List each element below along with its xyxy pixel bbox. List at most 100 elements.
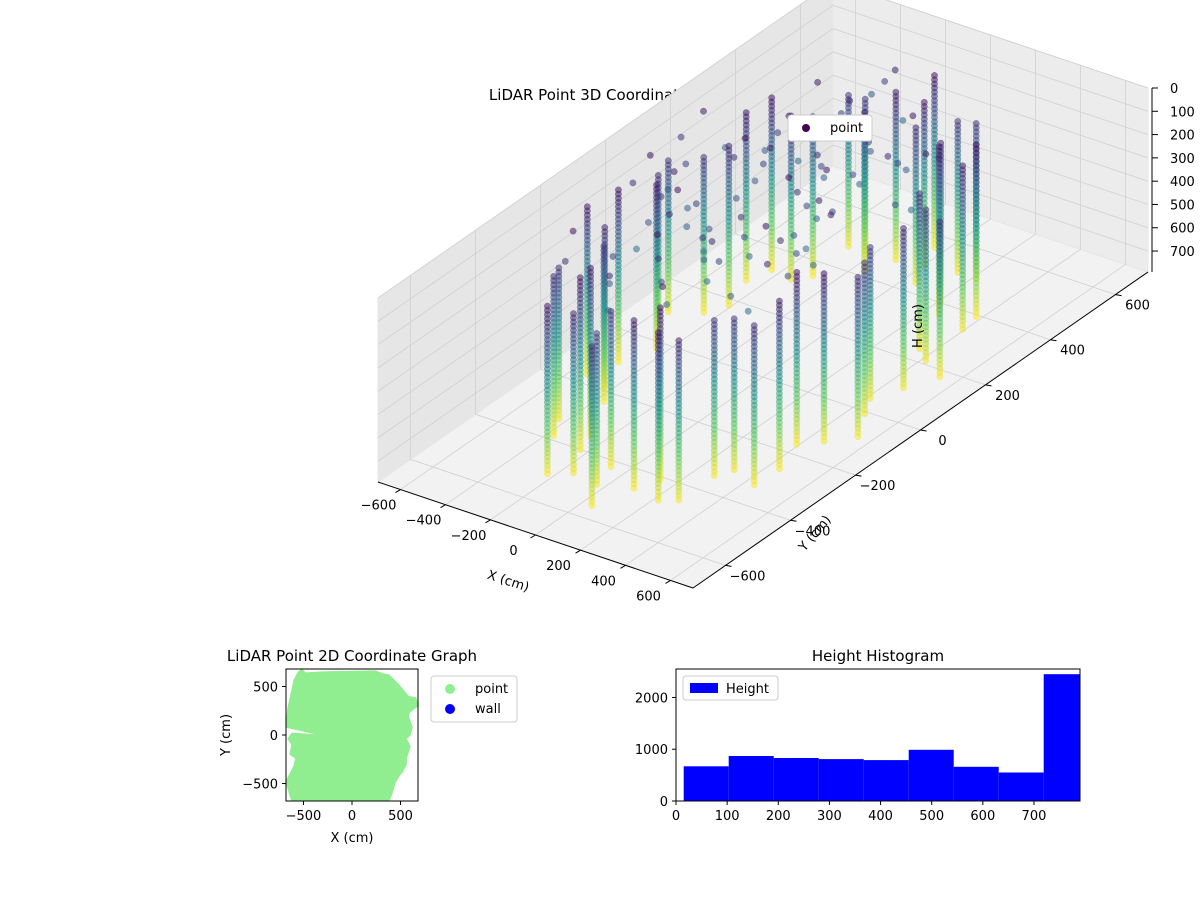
data-point (700, 248, 708, 256)
data-point (794, 157, 802, 165)
data-point (700, 256, 708, 264)
x-tick-label: −600 (361, 499, 397, 514)
data-point (741, 134, 749, 142)
data-point (699, 234, 707, 242)
data-point (972, 141, 980, 149)
x-tick-label: 200 (766, 809, 791, 824)
data-point (670, 168, 678, 176)
y-tick-label: 2000 (635, 691, 668, 706)
data-point (931, 72, 938, 79)
y-tick (790, 519, 797, 522)
chart-2d-title: LiDAR Point 2D Coordinate Graph (227, 647, 477, 665)
data-point (664, 157, 672, 165)
histogram-legend-swatch (690, 683, 718, 693)
data-point (683, 223, 691, 231)
x-tick-label: 300 (817, 809, 842, 824)
histogram-legend: Height (682, 675, 779, 701)
data-point (814, 78, 822, 86)
grid-line-y (735, 49, 1051, 341)
data-point (730, 315, 738, 323)
data-point (654, 171, 662, 179)
data-point (593, 329, 601, 337)
data-point (881, 77, 889, 85)
data-point (742, 109, 750, 117)
data-point (846, 97, 854, 105)
data-point (785, 174, 793, 181)
data-point (708, 238, 716, 245)
data-point (609, 253, 617, 260)
y-tick (1115, 294, 1122, 297)
z-tick-label: 700 (1170, 245, 1195, 260)
z-tick-label: 0 (1170, 82, 1178, 97)
data-point (802, 245, 810, 253)
data-point (909, 112, 917, 120)
grid-line-z (377, 98, 1149, 415)
chart-3d-axes: −600 −400 −200 0 200 400 600 −600 −400 −200 0 200 40… (361, 82, 1195, 604)
data-point (935, 143, 943, 151)
data-point (732, 194, 740, 202)
data-point (763, 260, 771, 268)
grid-line-z (377, 144, 1149, 462)
histogram-bar (908, 749, 954, 801)
data-point (750, 322, 758, 330)
data-point (954, 117, 962, 125)
data-point (936, 218, 944, 226)
data-point (922, 150, 930, 158)
y-tick-label: −400 (795, 524, 831, 539)
histogram-bar (773, 758, 819, 801)
z-tick-label: 100 (1170, 105, 1195, 120)
y-tick-label: −600 (730, 569, 766, 584)
data-point (725, 142, 733, 150)
data-point (907, 206, 915, 214)
y-tick-label: 0 (938, 434, 946, 449)
data-point (656, 304, 664, 312)
grid-line-y (540, 185, 856, 476)
x-tick (530, 534, 536, 539)
data-point (606, 280, 613, 288)
x-tick (395, 489, 401, 494)
y-tick-label: 0 (270, 729, 278, 744)
x-tick-label: 600 (970, 809, 995, 824)
x-tick (485, 519, 491, 524)
chart-2d-xlabel: X (cm) (331, 831, 374, 846)
grid-line-y (475, 230, 791, 521)
x-tick-label: 200 (546, 559, 571, 574)
data-point (972, 120, 980, 127)
data-point (601, 224, 609, 231)
grid-line-x (535, 35, 991, 536)
x-tick-label: 0 (509, 544, 517, 559)
data-point (682, 160, 690, 168)
data-point (744, 307, 752, 315)
data-point (710, 316, 718, 324)
y-tick-label: 0 (660, 795, 668, 810)
data-point (820, 270, 828, 278)
chart-3d-xlabel: X (cm) (485, 568, 531, 596)
chart-2d-legend-label-point: point (475, 682, 508, 697)
chart-histogram: Height Histogram 0 100 200 300 400 500 600 7000… (635, 647, 1081, 824)
data-point (867, 147, 874, 155)
chart-3d-legend-label: point (830, 121, 863, 136)
chart-3d-zlabel: H (cm) (911, 304, 926, 348)
grid-line-z (377, 4, 1149, 322)
data-point (614, 186, 622, 194)
histogram-bar (863, 760, 909, 801)
data-point (555, 264, 563, 272)
data-point (583, 203, 591, 211)
data-point (630, 317, 638, 324)
x-tick-label: 100 (715, 809, 740, 824)
x-tick (665, 579, 671, 584)
chart-3d-legend-box (787, 114, 873, 142)
x-tick-label: −200 (451, 529, 487, 544)
data-point (894, 159, 902, 167)
data-point (715, 258, 723, 265)
histogram-legend-box (682, 675, 779, 701)
data-point (607, 307, 615, 315)
data-point (820, 174, 828, 182)
y-tick-label: −500 (242, 778, 278, 793)
x-tick-label: 400 (868, 809, 893, 824)
data-point (899, 116, 907, 124)
data-point (916, 190, 924, 198)
z-tick-label: 200 (1170, 129, 1195, 144)
data-point (861, 95, 869, 103)
